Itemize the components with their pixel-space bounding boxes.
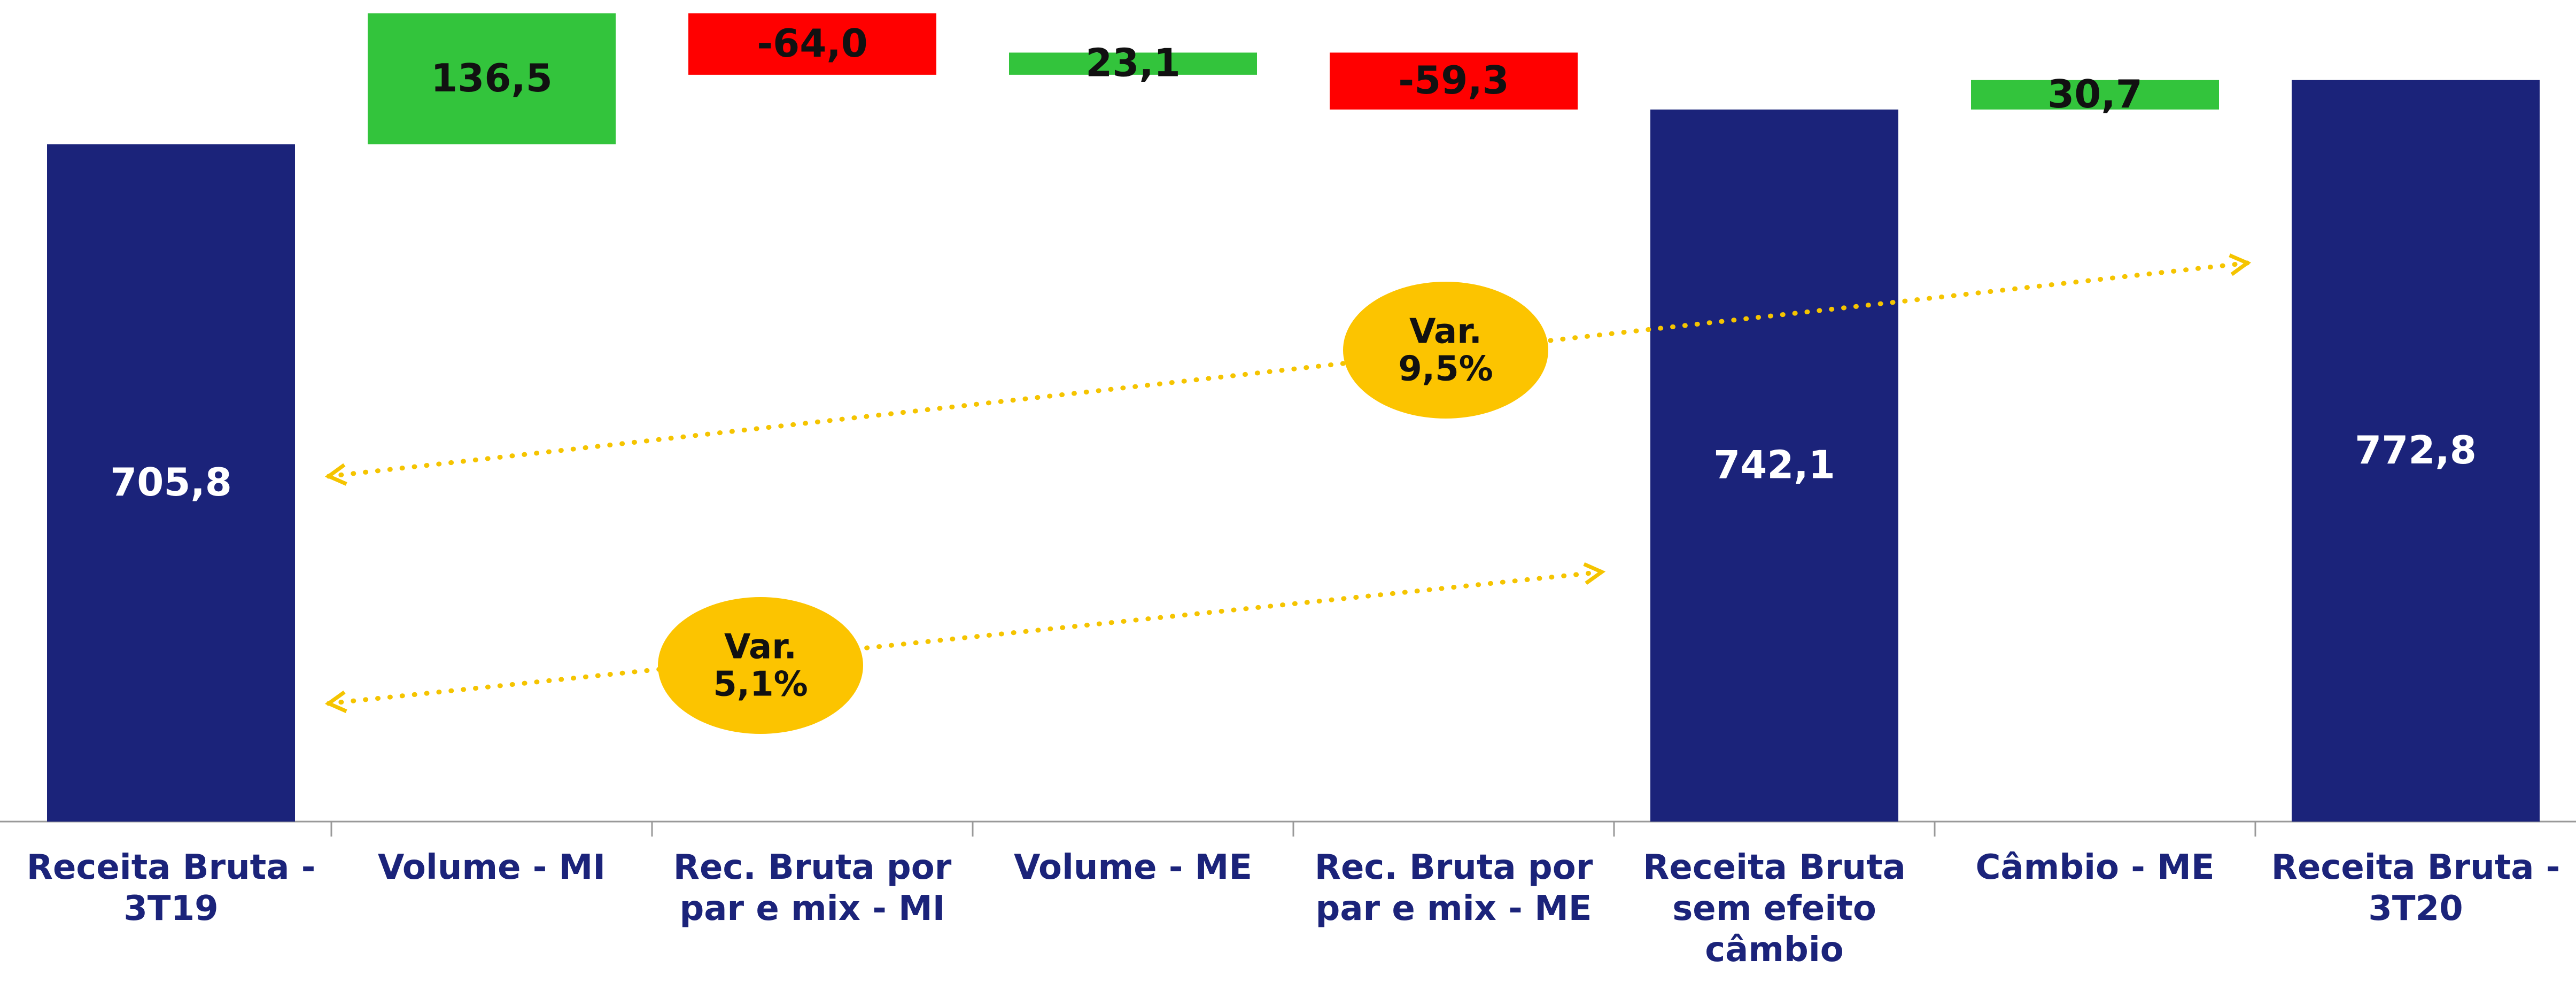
value-label: -64,0 xyxy=(757,21,868,66)
bar xyxy=(1971,80,2219,110)
value-label: 136,5 xyxy=(431,56,553,100)
variation-label: 9,5% xyxy=(1398,350,1493,389)
category-label: Volume - ME xyxy=(1013,848,1253,887)
bar xyxy=(688,13,936,75)
variation-bubble xyxy=(658,597,863,734)
variation-arrow xyxy=(324,253,2252,486)
category-label: Receita Bruta - 3T20 xyxy=(2271,848,2561,928)
value-label: 772,8 xyxy=(2355,428,2477,473)
bar xyxy=(1330,52,1578,110)
value-label: 705,8 xyxy=(110,460,232,505)
category-label: Câmbio - ME xyxy=(1975,848,2215,887)
variation-label: Var. xyxy=(1409,312,1482,352)
bar xyxy=(368,13,616,145)
category-label: Rec. Bruta por par e mix - MI xyxy=(673,848,952,928)
variation-label: 5,1% xyxy=(713,665,808,705)
category-label: Rec. Bruta por par e mix - ME xyxy=(1314,848,1593,928)
category-label: Volume - MI xyxy=(377,848,606,887)
variation-arrow xyxy=(324,562,1606,713)
value-label: 23,1 xyxy=(1085,41,1181,86)
category-label: Receita Bruta - 3T19 xyxy=(26,848,316,928)
value-label: -59,3 xyxy=(1398,58,1509,103)
variation-label: Var. xyxy=(724,628,797,667)
value-label: 30,7 xyxy=(2047,72,2143,117)
value-label: 742,1 xyxy=(1713,442,1835,487)
bar xyxy=(47,144,295,822)
category-label: Receita Bruta sem efeito câmbio xyxy=(1643,848,1906,970)
bar xyxy=(1009,52,1257,75)
bar xyxy=(2292,80,2540,822)
variation-bubble xyxy=(1343,282,1548,419)
